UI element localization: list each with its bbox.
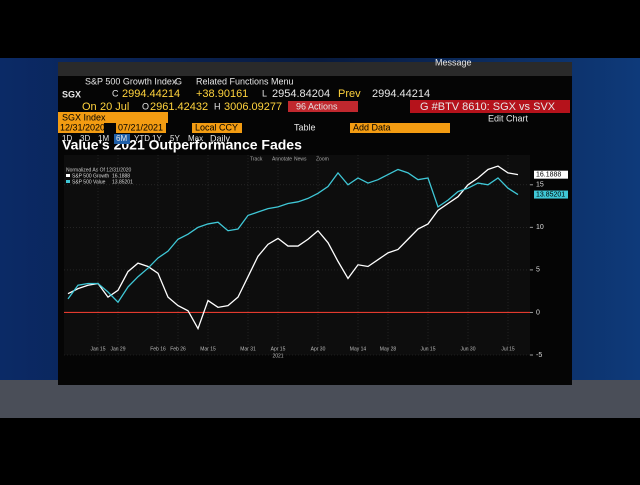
- field[interactable]: [192, 123, 242, 133]
- spacer: [60, 146, 560, 154]
- g-menu[interactable]: G: [175, 76, 182, 86]
- period-button[interactable]: 5Y: [170, 134, 180, 143]
- add-data: Add Data: [353, 122, 391, 132]
- y-tick-label: 5: [536, 267, 540, 274]
- security-menu[interactable]: S&P 500 Growth Index: [85, 76, 177, 86]
- legend-name: S&P 500 Value: [72, 179, 106, 185]
- period-selected: [114, 134, 130, 144]
- x-tick-label: Apr 30: [311, 346, 326, 352]
- legend-swatch: [66, 180, 70, 183]
- legend-title: Normalized As Of 12/31/2020: [66, 167, 132, 173]
- x-tick-label: Jan 15: [90, 346, 105, 352]
- period-button[interactable]: 1M: [98, 134, 109, 143]
- x-tick-label: Jul 15: [501, 346, 515, 352]
- chart-tool[interactable]: Annotate: [272, 156, 292, 162]
- series-line: [67, 165, 519, 331]
- legend-value: 13.85201: [112, 179, 133, 185]
- x-tick-label: Jun 15: [420, 346, 435, 352]
- last-value-box: [534, 190, 568, 199]
- label: On: [82, 101, 97, 113]
- currency: Local CCY: [195, 122, 238, 132]
- y-tick-label: 15: [536, 182, 544, 189]
- x-tick-label: May 14: [350, 346, 367, 352]
- chart-tool[interactable]: News: [294, 156, 307, 162]
- x-tick-label: Feb 16: [150, 346, 166, 352]
- y-tick-label: 0: [536, 309, 540, 316]
- floor: [0, 380, 640, 418]
- last-value-label: 16.1888: [536, 172, 561, 179]
- x-tick-label: Apr 15: [271, 346, 286, 352]
- period-button[interactable]: Max: [188, 134, 203, 143]
- series-line: [67, 168, 519, 304]
- actions: 96 Actions: [296, 101, 338, 111]
- period-button[interactable]: 1D: [62, 134, 72, 143]
- label: O: [142, 101, 149, 111]
- plot-area: [64, 155, 530, 355]
- chart-tool[interactable]: Track: [250, 156, 263, 162]
- legend-name: S&P 500 Growth: [72, 173, 109, 179]
- start-date: 12/31/2020: [60, 122, 105, 132]
- x-tick-label: Feb 26: [170, 346, 186, 352]
- change: +38.90161: [196, 88, 248, 100]
- period-button[interactable]: YTD: [134, 134, 150, 143]
- last-price: 2994.44214: [122, 88, 180, 100]
- x-tick-label: Jun 30: [460, 346, 475, 352]
- ticker: SGX: [62, 89, 81, 99]
- legend-value: 16.1888: [112, 173, 130, 179]
- y-tick-label: 10: [536, 224, 544, 231]
- frequency[interactable]: Daily: [210, 133, 231, 143]
- label: L: [262, 88, 267, 98]
- y-tick-label: -5: [536, 352, 542, 359]
- prev: 2994.44214: [372, 88, 430, 100]
- x-sublabel: 2021: [272, 353, 283, 359]
- related-menu[interactable]: Related Functions Menu: [196, 76, 294, 86]
- end-date: 07/21/2021: [118, 122, 163, 132]
- x-tick-label: Mar 15: [200, 346, 216, 352]
- x-tick-label: May 28: [380, 346, 397, 352]
- last-value-box: [534, 170, 568, 179]
- label: Prev: [338, 88, 361, 100]
- x-tick-label: Mar 31: [240, 346, 256, 352]
- period-button[interactable]: 3D: [80, 134, 90, 143]
- field[interactable]: [116, 123, 166, 133]
- title-bar: [410, 100, 570, 113]
- label: H: [214, 101, 221, 111]
- field[interactable]: [58, 123, 104, 133]
- field[interactable]: [58, 112, 168, 123]
- period-button[interactable]: 6M: [116, 134, 127, 143]
- menu-bar: [58, 62, 572, 76]
- legend-swatch: [66, 174, 70, 177]
- edit-chart[interactable]: Edit Chart: [488, 113, 529, 123]
- open: 2961.42432: [150, 101, 208, 113]
- last-value-label: 13.85201: [536, 191, 565, 198]
- field[interactable]: [350, 123, 450, 133]
- page-title: G #BTV 8610: SGX vs SVX: [420, 101, 556, 113]
- high: 3006.09277: [224, 101, 282, 113]
- chart-tool[interactable]: Zoom: [316, 156, 329, 162]
- low: 2954.84204: [272, 88, 330, 100]
- date: 20 Jul: [100, 101, 129, 113]
- period-button[interactable]: 1Y: [152, 134, 162, 143]
- label: C: [112, 88, 119, 98]
- x-tick-label: Jan 29: [110, 346, 125, 352]
- message[interactable]: Message: [435, 57, 472, 67]
- table[interactable]: Table: [294, 122, 316, 132]
- security: SGX Index: [62, 112, 106, 122]
- button[interactable]: [288, 101, 358, 112]
